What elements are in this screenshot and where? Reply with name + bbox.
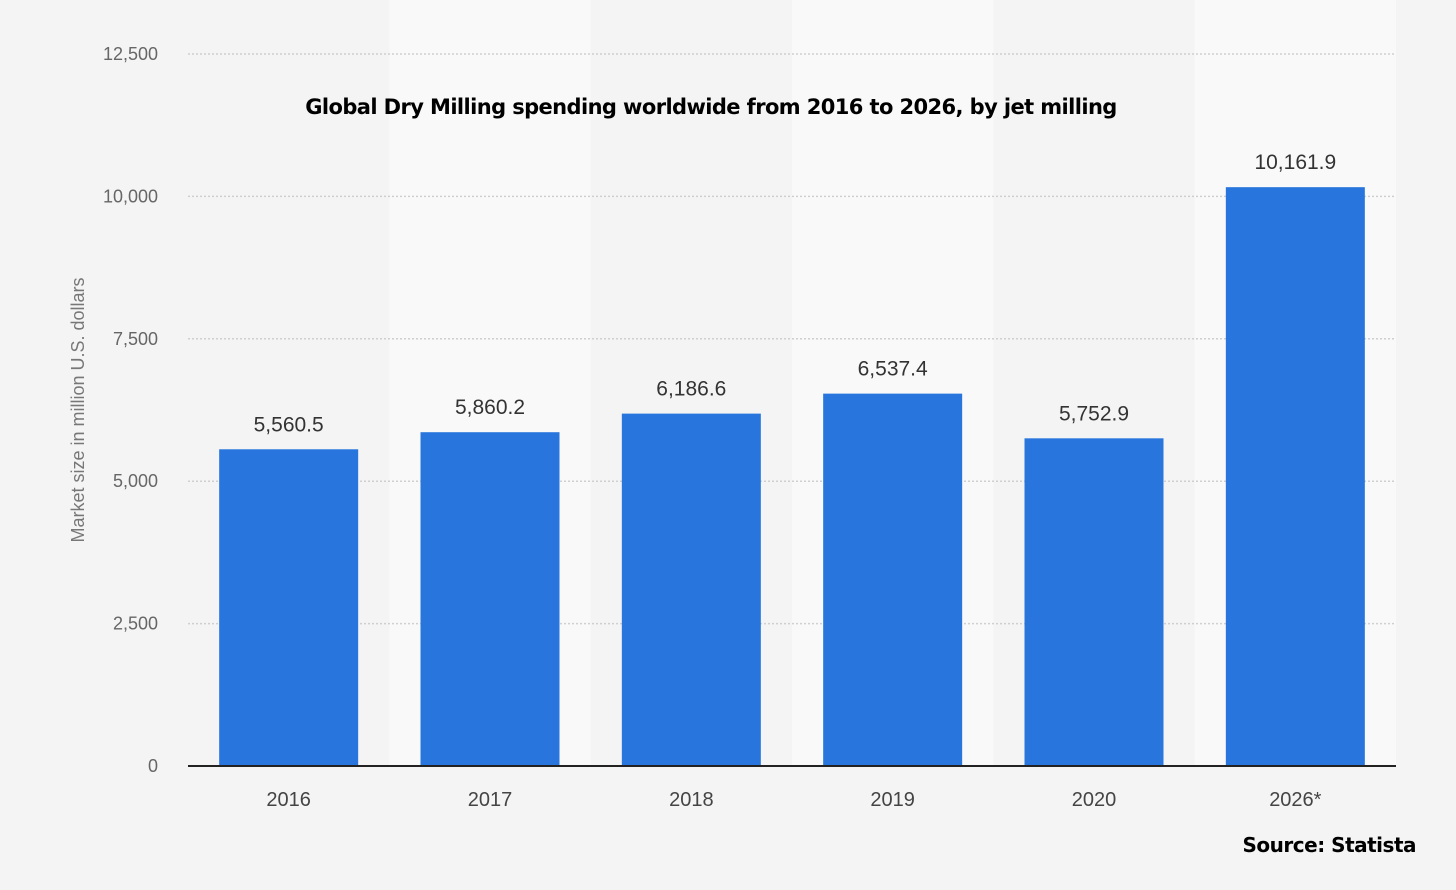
x-tick-label: 2019 [870,789,915,811]
data-label: 6,537.4 [858,358,928,381]
x-tick-label: 2017 [468,789,513,811]
y-tick-label: 7,500 [113,329,158,349]
y-tick-label: 10,000 [103,186,158,206]
y-tick-label: 5,000 [113,471,158,491]
bar-2018 [621,413,761,766]
bar-2026* [1225,187,1365,767]
data-label: 5,752.9 [1059,402,1129,425]
bar-2019 [823,393,963,766]
bar-2017 [420,432,560,766]
x-tick-label: 2020 [1072,789,1117,811]
bar-2016 [219,449,359,766]
x-tick-label: 2016 [266,789,311,811]
data-label: 10,161.9 [1254,151,1336,174]
source-label: Source: Statista [1243,833,1416,857]
data-label: 5,860.2 [455,396,525,419]
x-tick-label: 2018 [669,789,714,811]
data-label: 5,560.5 [254,413,324,436]
data-label: 6,186.6 [656,378,726,401]
y-tick-label: 12,500 [103,44,158,64]
y-tick-label: 0 [148,756,158,776]
y-tick-label: 2,500 [113,614,158,634]
bar-2020 [1024,438,1164,766]
x-tick-label: 2026* [1269,789,1321,811]
chart-title: Global Dry Milling spending worldwide fr… [305,95,1116,119]
y-axis-label: Market size in million U.S. dollars [68,277,88,542]
